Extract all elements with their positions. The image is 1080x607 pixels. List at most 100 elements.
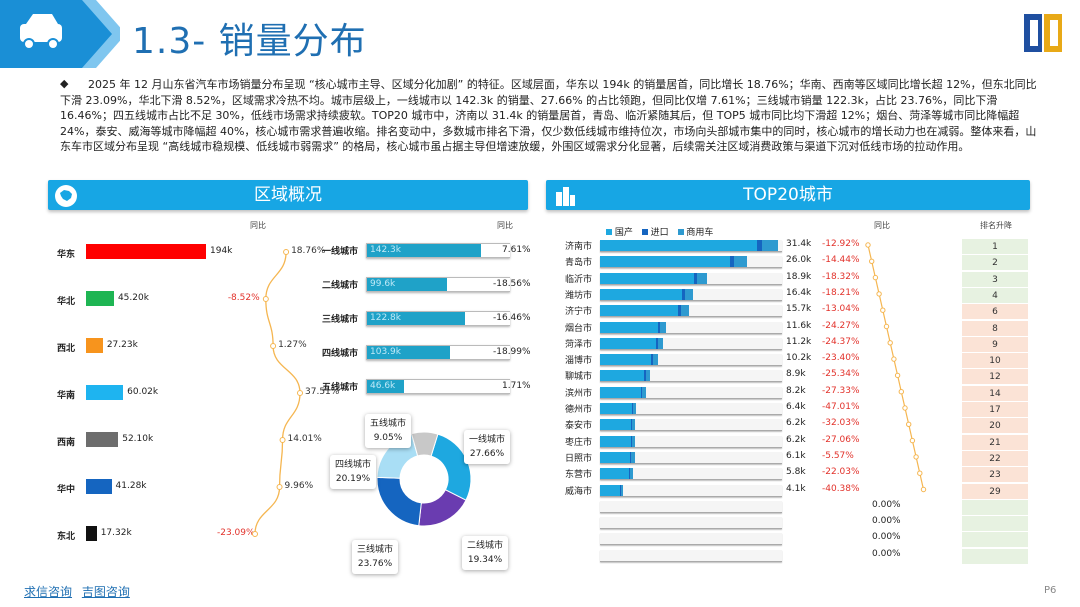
donut-label-share: 20.19% bbox=[335, 474, 371, 484]
top20-bar-domestic bbox=[600, 354, 651, 366]
region-yoy-dot bbox=[270, 343, 277, 349]
top20-rank: 22 bbox=[962, 450, 1028, 467]
region-bar bbox=[86, 385, 124, 400]
top20-value: 5.8k bbox=[786, 467, 806, 478]
top20-bar-domestic bbox=[600, 370, 645, 382]
page-title: 1.3- 销量分布 bbox=[132, 21, 367, 62]
top20-rank-empty bbox=[962, 532, 1028, 549]
tier-label: 五线城市 bbox=[321, 383, 358, 393]
top20-value: 16.4k bbox=[786, 287, 812, 298]
region-value: 45.20k bbox=[117, 293, 149, 303]
footer-link-2[interactable]: 吉图咨询 bbox=[81, 585, 130, 599]
top20-city-label: 菏泽市 bbox=[564, 339, 592, 350]
legend-domestic: 国产 bbox=[614, 228, 633, 238]
top20-bar-track bbox=[600, 321, 782, 334]
tier-yoy: 1.71% bbox=[502, 381, 531, 391]
top20-empty-yoy: 0.00% bbox=[872, 548, 901, 559]
top20-city-label: 威海市 bbox=[564, 486, 592, 497]
donut-label-name: 二线城市 bbox=[467, 541, 504, 551]
top20-city-label: 济南市 bbox=[564, 242, 592, 252]
region-yoy-dot bbox=[283, 249, 290, 255]
top20-city-label: 滨州市 bbox=[564, 388, 592, 399]
legend-swatch-import bbox=[641, 229, 648, 235]
top20-bar-track-empty bbox=[600, 500, 782, 513]
top20-yoy-dot bbox=[880, 307, 886, 313]
donut-label: 四线城市 20.19% bbox=[330, 455, 377, 489]
top20-bar-import bbox=[657, 321, 660, 333]
top20-rank: 4 bbox=[962, 287, 1028, 304]
top20-bar-domestic bbox=[600, 403, 632, 414]
region-bar bbox=[86, 291, 114, 306]
top20-bar-import bbox=[681, 288, 685, 300]
region-yoy-dot bbox=[262, 296, 269, 302]
tier-yoy: -16.46% bbox=[493, 313, 531, 323]
top20-yoy: -27.33% bbox=[822, 385, 860, 396]
region-value: 194k bbox=[210, 246, 233, 256]
donut-label-name: 三线城市 bbox=[357, 545, 394, 555]
top20-yoy-dot bbox=[902, 405, 908, 411]
top20-bar-domestic bbox=[600, 272, 695, 284]
legend-swatch-commercial bbox=[677, 229, 684, 235]
top20-city-label: 潍坊市 bbox=[564, 290, 592, 301]
top20-bar-import bbox=[630, 451, 633, 463]
top20-empty-yoy: 0.00% bbox=[872, 532, 901, 543]
tier-bar-track: 103.9k bbox=[366, 345, 510, 360]
region-label: 东北 bbox=[57, 532, 76, 542]
top20-rank: 3 bbox=[962, 271, 1028, 288]
top20-bar-commercial bbox=[633, 403, 637, 414]
top20-yoy-dot bbox=[909, 437, 916, 444]
top20-yoy: -40.38% bbox=[822, 483, 860, 494]
top20-bar-track bbox=[600, 403, 782, 415]
footer-link-1[interactable]: 求信咨询 bbox=[24, 585, 73, 599]
top20-yoy-dot bbox=[869, 258, 875, 264]
top20-rank: 29 bbox=[962, 483, 1028, 500]
top20-bar-commercial bbox=[734, 256, 748, 268]
tier-yoy: 7.61% bbox=[502, 245, 531, 255]
top20-value: 18.9k bbox=[786, 271, 812, 282]
top20-rank: 9 bbox=[962, 336, 1028, 353]
top20-panel-header: TOP20城市 bbox=[546, 180, 1030, 210]
top20-yoy: -32.03% bbox=[822, 418, 860, 429]
top20-city-label: 临沂市 bbox=[564, 274, 592, 285]
top20-bar-commercial bbox=[642, 386, 647, 398]
top20-yoy: -5.57% bbox=[822, 450, 854, 461]
top20-bar-track bbox=[600, 240, 782, 252]
top20-city-label: 淄博市 bbox=[564, 356, 592, 367]
donut-label-name: 一线城市 bbox=[469, 435, 506, 445]
top20-rank: 2 bbox=[962, 255, 1028, 272]
top20-bar-import bbox=[644, 370, 647, 382]
region-yoy: 18.76% bbox=[291, 246, 326, 256]
tier-bar: 103.9k bbox=[367, 346, 451, 359]
top20-bar-import bbox=[756, 240, 762, 251]
brand-logo-icon bbox=[1024, 14, 1062, 52]
top20-bar-track bbox=[600, 468, 782, 481]
rank-head: 排名升降 bbox=[980, 221, 1012, 230]
top20-bar-commercial bbox=[629, 468, 633, 480]
legend-swatch-domestic bbox=[606, 229, 612, 235]
donut-label-share: 23.76% bbox=[357, 559, 393, 569]
top20-rank-empty bbox=[962, 499, 1028, 516]
region-yoy-dot bbox=[276, 484, 283, 490]
top20-value: 6.2k bbox=[786, 418, 806, 429]
region-yoy: 37.51% bbox=[305, 387, 340, 397]
top20-bar-commercial bbox=[621, 484, 624, 496]
tier-bar-track: 99.6k bbox=[366, 277, 510, 292]
top20-rank: 8 bbox=[962, 320, 1028, 337]
region-yoy: 9.96% bbox=[284, 481, 314, 491]
tier-bar: 142.3k bbox=[367, 244, 481, 257]
summary-text: 2025 年 12 月山东省汽车市场销量分布呈现 “核心城市主导、区域分化加剧”… bbox=[60, 78, 1037, 154]
top20-rank: 14 bbox=[962, 385, 1028, 402]
top20-bar-commercial bbox=[645, 370, 651, 382]
top20-bar-commercial bbox=[631, 419, 636, 431]
top20-bar-track bbox=[600, 370, 782, 383]
region-value: 60.02k bbox=[127, 387, 159, 397]
region-yoy-head: 同比 bbox=[250, 221, 266, 230]
top20-city-label: 济宁市 bbox=[564, 307, 592, 318]
top20-yoy: -14.44% bbox=[822, 255, 860, 266]
top20-value: 6.2k bbox=[786, 434, 806, 445]
top20-empty-yoy: 0.00% bbox=[872, 499, 901, 510]
top20-bar-commercial bbox=[652, 354, 658, 366]
car-icon bbox=[20, 14, 62, 50]
region-yoy: -8.52% bbox=[227, 293, 260, 303]
top20-bar-track bbox=[600, 386, 782, 399]
